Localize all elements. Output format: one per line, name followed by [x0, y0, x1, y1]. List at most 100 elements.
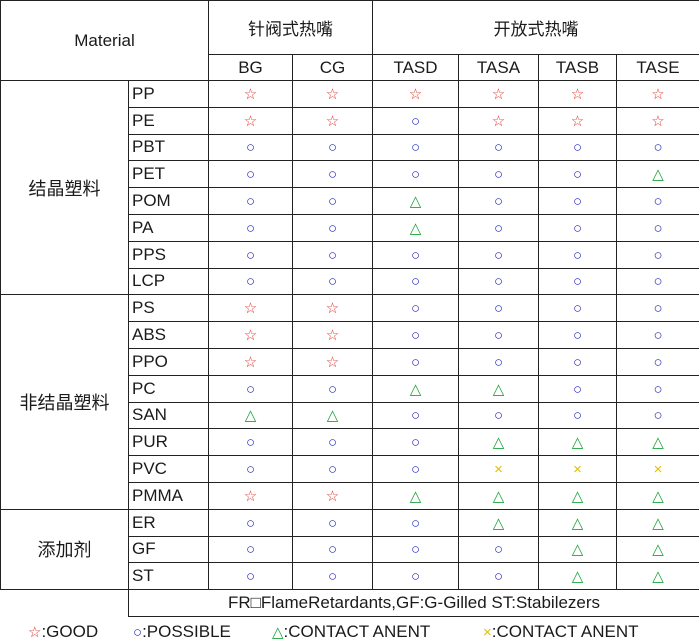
star-icon: ☆ — [408, 85, 423, 103]
star-icon: ☆ — [325, 353, 340, 371]
rating-cell: ○ — [538, 374, 617, 403]
rating-cell: ○ — [458, 187, 539, 215]
column-header: TASA — [458, 54, 539, 81]
circle-icon: ○ — [327, 193, 338, 211]
rating-cell: ☆ — [208, 347, 293, 376]
rating-cell: ○ — [616, 267, 699, 296]
circle-icon: ○ — [410, 407, 421, 425]
rating-cell: △ — [292, 401, 373, 430]
rating-cell: △ — [616, 508, 699, 537]
rating-cell: ○ — [208, 160, 293, 189]
circle-icon: ○ — [493, 541, 504, 559]
star-icon: ☆ — [570, 112, 585, 130]
rating-cell: ○ — [538, 321, 617, 349]
rating-cell: ○ — [458, 213, 539, 242]
table-row: 添加剂 ER ○ ○ ○ △ △ △ — [0, 508, 699, 591]
material-cell: GF — [128, 535, 209, 564]
rating-cell: △ — [538, 508, 617, 537]
star-icon: ☆ — [325, 487, 340, 505]
rating-cell: ☆ — [292, 347, 373, 376]
rating-cell: ☆ — [292, 80, 373, 108]
star-icon: ☆ — [651, 112, 665, 130]
triangle-icon: △ — [652, 434, 664, 452]
rating-cell: ○ — [292, 213, 373, 242]
rating-cell: ☆ — [208, 481, 293, 510]
column-header: BG — [208, 54, 293, 81]
circle-icon: ○ — [493, 353, 504, 371]
circle-icon: ○ — [572, 300, 583, 318]
rating-cell: ○ — [538, 401, 617, 430]
cross-icon: × — [653, 461, 663, 479]
star-icon: ☆ — [325, 85, 340, 103]
circle-icon: ○ — [245, 514, 256, 532]
rating-cell: △ — [372, 481, 459, 510]
circle-icon: ○ — [245, 568, 256, 586]
rating-cell: ○ — [292, 240, 373, 269]
circle-icon: ○ — [327, 568, 338, 586]
rating-cell: ○ — [538, 347, 617, 376]
star-icon: ☆ — [325, 112, 340, 130]
rating-cell: ○ — [372, 160, 459, 189]
rating-cell: ○ — [208, 508, 293, 537]
rating-cell: △ — [458, 481, 539, 510]
rating-cell: ○ — [372, 294, 459, 323]
rating-cell: ○ — [538, 267, 617, 296]
rating-cell: ○ — [616, 187, 699, 215]
rating-cell: ○ — [458, 535, 539, 564]
rating-cell: △ — [616, 535, 699, 564]
legend-x: ×:CONTACT ANENT — [483, 622, 639, 641]
rating-cell: ☆ — [208, 106, 293, 135]
circle-icon: ○ — [493, 219, 504, 237]
circle-icon: ○ — [653, 407, 663, 425]
rating-cell: ○ — [458, 160, 539, 189]
rating-cell: △ — [458, 374, 539, 403]
rating-cell: △ — [458, 428, 539, 457]
circle-icon: ○ — [245, 541, 256, 559]
triangle-icon: △ — [244, 407, 257, 425]
star-icon: ☆ — [491, 112, 506, 130]
legend-good: ☆:GOOD — [28, 622, 99, 641]
material-cell: PC — [128, 374, 209, 403]
triangle-icon: △ — [492, 487, 505, 505]
cross-icon: × — [483, 624, 492, 641]
rating-cell: ☆ — [292, 321, 373, 349]
rating-cell: ☆ — [538, 80, 617, 108]
triangle-icon: △ — [409, 380, 422, 398]
table-row: PMMA ☆ ☆ △ △ △ △ — [1, 481, 699, 510]
circle-icon: ○ — [653, 327, 663, 345]
circle-icon: ○ — [327, 380, 338, 398]
triangle-icon: △ — [652, 166, 664, 184]
material-cell: POM — [128, 187, 209, 215]
star-icon: ☆ — [651, 85, 665, 103]
star-icon: ☆ — [243, 487, 258, 505]
rating-cell: ○ — [538, 213, 617, 242]
star-icon: ☆ — [570, 85, 585, 103]
circle-icon: ○ — [572, 219, 583, 237]
circle-icon: ○ — [245, 166, 256, 184]
circle-icon: ○ — [327, 246, 338, 264]
circle-icon: ○ — [572, 139, 583, 157]
material-cell: PMMA — [128, 481, 209, 510]
rating-cell: × — [616, 455, 699, 483]
material-cell: PP — [128, 80, 209, 108]
rating-cell: ☆ — [616, 80, 699, 108]
compatibility-table: Material 针阀式热嘴 开放式热嘴 BG CG TASD TASA TASB TAS… — [0, 0, 699, 618]
legend: ☆:GOOD ○:POSSIBLE △:CONTACT ANENT ×:CONT… — [0, 622, 699, 644]
triangle-icon: △ — [409, 487, 422, 505]
column-header: TASD — [372, 54, 459, 81]
rating-cell: ○ — [616, 133, 699, 162]
material-cell: PBT — [128, 133, 209, 162]
rating-cell: × — [458, 455, 539, 483]
table-row: PBT ○ ○ ○ ○ ○ ○ — [1, 133, 699, 162]
rating-cell: ○ — [372, 267, 459, 296]
triangle-icon: △ — [571, 487, 584, 505]
table-row: PET ○ ○ ○ ○ ○ △ — [1, 160, 699, 189]
triangle-icon: △ — [571, 568, 584, 586]
star-icon: ☆ — [491, 85, 506, 103]
circle-icon: ○ — [410, 514, 421, 532]
rating-cell: ○ — [208, 267, 293, 296]
circle-icon: ○ — [327, 434, 338, 452]
rating-cell: ○ — [538, 133, 617, 162]
rating-cell: △ — [616, 562, 699, 591]
circle-icon: ○ — [572, 407, 583, 425]
